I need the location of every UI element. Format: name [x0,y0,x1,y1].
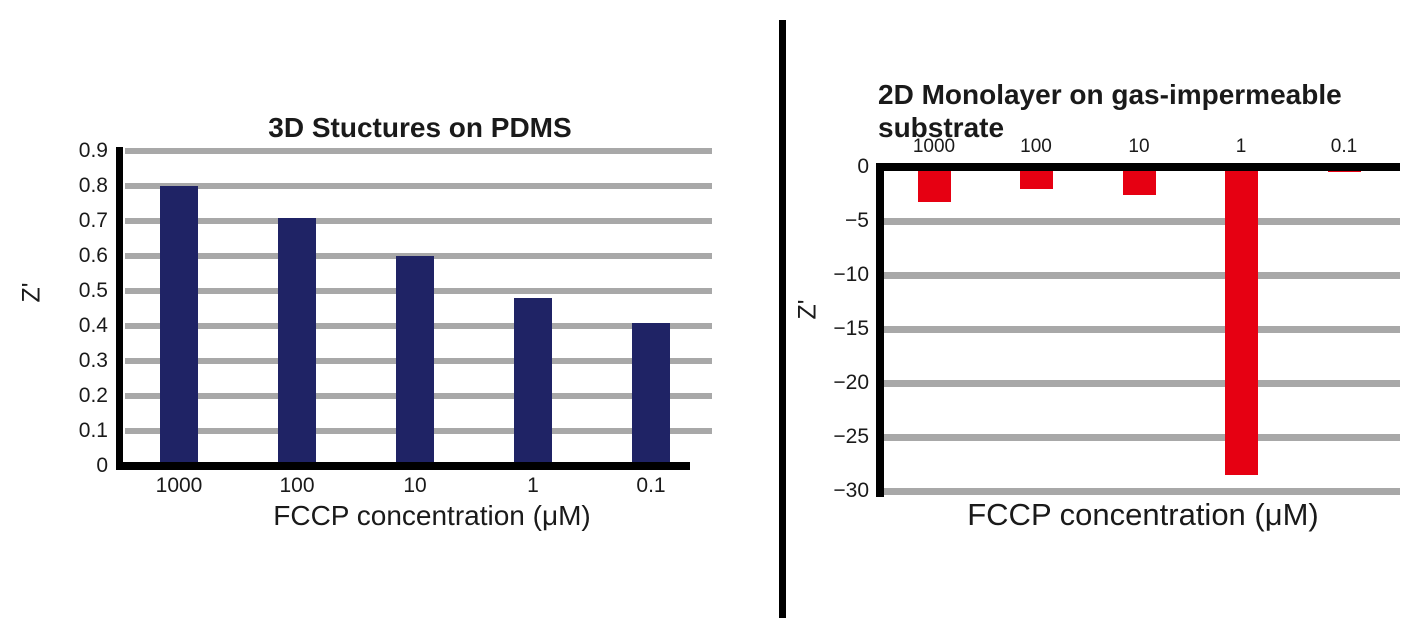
y-tick-label: −5 [845,209,869,232]
gridline [884,271,1400,279]
gridline [884,325,1400,333]
y-tick-label: 0.2 [78,384,108,407]
y-tick-label: −25 [833,425,869,448]
x-axis-label: FCCP concentration (μM) [967,497,1319,532]
x-category-label: 10 [1128,136,1150,157]
y-tick-label: 0.4 [78,314,108,337]
y-tick-label: 0.7 [78,209,108,232]
x-category-label: 1000 [912,136,956,157]
y-tick-label: 0.1 [78,419,108,442]
gridline [884,433,1400,441]
gridline [884,217,1400,225]
x-axis-line [116,462,690,470]
y-axis-line [876,163,884,497]
bar-0.1 [632,322,670,466]
y-axis-line [116,147,123,470]
x-category-label: 1000 [155,474,203,497]
y-tick-label: 0 [96,454,108,477]
bar-100 [1019,167,1053,189]
y-tick-label: −30 [833,479,869,502]
gridline [125,218,712,224]
y-tick-label: 0.6 [78,244,108,267]
x-category-label: 100 [279,474,315,497]
x-axis-line [876,163,1400,171]
gridline [884,379,1400,387]
y-tick-label: 0.8 [78,174,108,197]
bar-1000 [160,186,198,466]
y-tick-label: −10 [833,263,869,286]
x-category-label: 1 [1235,136,1247,157]
bar-1 [1224,167,1258,475]
gridline [125,148,712,154]
x-category-label: 100 [1020,136,1052,157]
y-tick-label: 0 [857,155,869,178]
bar-100 [278,217,316,466]
gridline [884,487,1400,495]
x-category-label: 0.1 [636,474,666,497]
bar-10 [1122,167,1156,196]
bar-1 [514,298,552,466]
bar-1000 [917,167,951,202]
panel-divider [779,20,786,618]
gridline [125,183,712,189]
y-tick-label: 0.5 [78,279,108,302]
y-tick-label: −20 [833,371,869,394]
y-tick-label: 0.3 [78,349,108,372]
y-tick-label: −15 [833,317,869,340]
x-axis-label: FCCP concentration (μM) [273,500,591,531]
chart-title: 3D Stuctures on PDMS [268,112,572,144]
bar-10 [396,256,434,466]
chart-title: 2D Monolayer on gas-impermeable substrat… [878,79,1342,144]
y-tick-label: 0.9 [78,139,108,162]
x-category-label: 10 [403,474,427,497]
x-category-label: 0.1 [1330,136,1358,157]
x-category-label: 1 [527,474,539,497]
